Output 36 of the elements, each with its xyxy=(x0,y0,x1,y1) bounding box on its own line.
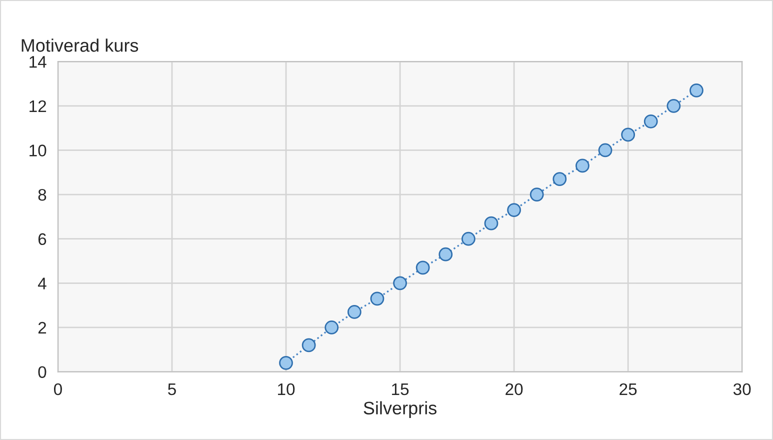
y-tick-label: 0 xyxy=(38,366,46,378)
y-tick-label: 12 xyxy=(30,100,46,112)
point xyxy=(621,128,636,142)
point xyxy=(279,356,293,370)
x-tick-label: 0 xyxy=(54,383,62,396)
x-tick-label: 30 xyxy=(733,383,751,396)
point xyxy=(690,83,704,98)
point xyxy=(644,114,658,128)
y-tick-label: 8 xyxy=(38,188,46,201)
point xyxy=(302,338,316,352)
point xyxy=(370,292,384,306)
y-tick-label: 14 xyxy=(30,56,46,68)
y-tick-label: 10 xyxy=(30,144,46,156)
point xyxy=(530,188,544,202)
x-tick-label: 15 xyxy=(392,384,409,396)
y-tick-label: 4 xyxy=(38,278,46,290)
x-tick-label: 20 xyxy=(506,383,523,396)
point xyxy=(507,203,521,217)
point xyxy=(576,158,590,173)
x-tick-label: 10 xyxy=(278,383,295,396)
x-tick-label: 5 xyxy=(168,384,176,396)
y-tick-label: 2 xyxy=(38,322,46,334)
point xyxy=(416,260,430,275)
y-tick-label: 6 xyxy=(38,233,46,246)
x-tick-label: 25 xyxy=(620,383,637,396)
point xyxy=(347,305,362,319)
point xyxy=(598,143,612,158)
point xyxy=(393,276,407,290)
point xyxy=(484,216,498,230)
point xyxy=(324,320,339,334)
y-axis-title: Motiverad kurs xyxy=(22,38,138,52)
point xyxy=(552,172,567,186)
point xyxy=(438,247,453,262)
point xyxy=(666,98,681,113)
x-axis-title: Silverpris xyxy=(364,401,436,418)
point xyxy=(461,232,476,246)
